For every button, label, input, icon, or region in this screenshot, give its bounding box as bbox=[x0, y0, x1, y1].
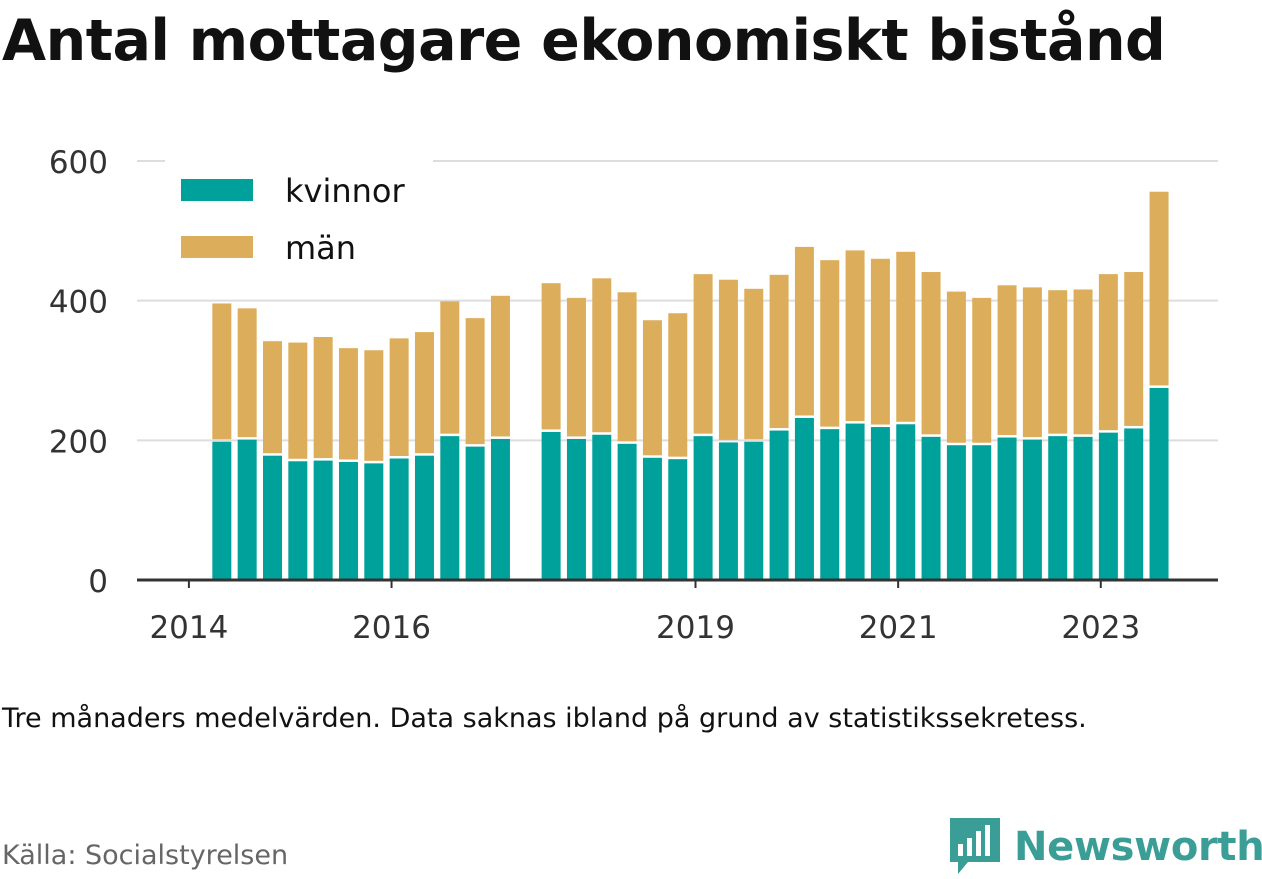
bar-man-2019-Q2 bbox=[718, 279, 738, 440]
bar-kvinnor-2022-Q3 bbox=[1048, 436, 1068, 580]
legend-swatch-man bbox=[181, 236, 253, 258]
bar-man-2019-Q3 bbox=[744, 288, 764, 440]
bar-kvinnor-2018-Q3 bbox=[642, 457, 662, 580]
bar-kvinnor-2016-Q4 bbox=[465, 446, 485, 580]
bar-man-2018-Q2 bbox=[617, 292, 637, 442]
bar-man-2020-Q2 bbox=[820, 260, 840, 427]
bar-man-2014-Q4 bbox=[262, 341, 282, 454]
bar-man-2020-Q1 bbox=[794, 246, 814, 416]
chart-note: Tre månaders medelvärden. Data saknas ib… bbox=[2, 703, 1087, 734]
bar-man-2014-Q2 bbox=[212, 303, 232, 440]
legend-swatch-kvinnor bbox=[181, 179, 253, 201]
legend-label-kvinnor: kvinnor bbox=[285, 172, 406, 210]
bar-kvinnor-2015-Q1 bbox=[288, 461, 308, 580]
bar-kvinnor-2019-Q4 bbox=[769, 430, 789, 580]
bar-man-2017-Q1 bbox=[490, 295, 510, 437]
legend-label-man: män bbox=[285, 229, 356, 267]
bar-kvinnor-2023-Q2 bbox=[1124, 428, 1144, 580]
bar-man-2022-Q4 bbox=[1073, 289, 1093, 435]
bar-kvinnor-2023-Q1 bbox=[1098, 432, 1118, 580]
bar-man-2015-Q4 bbox=[364, 350, 384, 461]
bar-man-2021-Q1 bbox=[896, 251, 916, 422]
bar-man-2016-Q2 bbox=[414, 332, 434, 454]
bar-man-2017-Q4 bbox=[566, 297, 586, 437]
bar-kvinnor-2020-Q4 bbox=[870, 427, 890, 580]
bar-man-2022-Q3 bbox=[1048, 290, 1068, 434]
x-tick-label-2016: 2016 bbox=[352, 610, 431, 646]
bar-kvinnor-2022-Q2 bbox=[1022, 439, 1042, 580]
y-tick-label-600: 600 bbox=[49, 145, 108, 181]
bar-man-2022-Q2 bbox=[1022, 287, 1042, 438]
bar-man-2020-Q4 bbox=[870, 258, 890, 425]
bar-man-2023-Q1 bbox=[1098, 274, 1118, 431]
bar-man-2023-Q3 bbox=[1149, 191, 1169, 386]
bar-kvinnor-2021-Q3 bbox=[946, 445, 966, 580]
bar-kvinnor-2021-Q4 bbox=[972, 445, 992, 580]
bar-man-2020-Q3 bbox=[845, 250, 865, 422]
x-tick-label-2019: 2019 bbox=[656, 610, 735, 646]
bar-kvinnor-2019-Q2 bbox=[718, 442, 738, 580]
bar-man-2015-Q3 bbox=[338, 348, 358, 460]
bar-kvinnor-2017-Q3 bbox=[541, 431, 561, 580]
bar-kvinnor-2019-Q1 bbox=[693, 436, 713, 580]
bar-man-2016-Q1 bbox=[389, 338, 409, 456]
y-tick-label-200: 200 bbox=[49, 424, 108, 460]
x-tick-label-2023: 2023 bbox=[1061, 610, 1140, 646]
bar-kvinnor-2020-Q2 bbox=[820, 429, 840, 580]
stacked-bar-chart: 0 200 400 600 2014 2016 2019 2021 2023 kvinnor m… bbox=[49, 145, 1218, 646]
bar-man-2021-Q2 bbox=[921, 272, 941, 435]
bar-kvinnor-2021-Q1 bbox=[896, 424, 916, 580]
bars bbox=[212, 191, 1169, 580]
bar-kvinnor-2016-Q2 bbox=[414, 455, 434, 580]
y-tick-label-0: 0 bbox=[88, 564, 108, 600]
bar-kvinnor-2020-Q1 bbox=[794, 417, 814, 580]
bar-man-2018-Q4 bbox=[668, 313, 688, 457]
bar-kvinnor-2022-Q1 bbox=[997, 437, 1017, 580]
bar-kvinnor-2014-Q2 bbox=[212, 441, 232, 580]
bar-man-2018-Q3 bbox=[642, 320, 662, 456]
bar-kvinnor-2020-Q3 bbox=[845, 423, 865, 580]
bar-man-2014-Q3 bbox=[237, 308, 257, 438]
bar-kvinnor-2017-Q4 bbox=[566, 438, 586, 580]
bar-man-2016-Q4 bbox=[465, 318, 485, 445]
bar-man-2021-Q4 bbox=[972, 297, 992, 443]
bar-kvinnor-2021-Q2 bbox=[921, 436, 941, 580]
bar-kvinnor-2018-Q4 bbox=[668, 459, 688, 580]
bar-kvinnor-2014-Q3 bbox=[237, 439, 257, 580]
source-label: Källa: Socialstyrelsen bbox=[2, 840, 289, 871]
brand-name: Newsworthy bbox=[1014, 824, 1262, 870]
bar-man-2015-Q2 bbox=[313, 336, 333, 459]
bar-kvinnor-2016-Q3 bbox=[440, 436, 460, 580]
legend: kvinnor män bbox=[165, 160, 433, 280]
bar-kvinnor-2016-Q1 bbox=[389, 458, 409, 580]
y-tick-label-400: 400 bbox=[49, 285, 108, 321]
bar-kvinnor-2022-Q4 bbox=[1073, 436, 1093, 580]
bar-man-2019-Q1 bbox=[693, 274, 713, 434]
bar-kvinnor-2015-Q2 bbox=[313, 460, 333, 580]
bar-man-2019-Q4 bbox=[769, 274, 789, 429]
brand-logo: Newsworthy bbox=[950, 818, 1262, 876]
bar-man-2021-Q3 bbox=[946, 291, 966, 443]
x-tick-label-2021: 2021 bbox=[859, 610, 938, 646]
bar-kvinnor-2018-Q2 bbox=[617, 443, 637, 580]
bar-man-2022-Q1 bbox=[997, 285, 1017, 436]
bar-man-2018-Q1 bbox=[592, 278, 612, 433]
bar-man-2017-Q3 bbox=[541, 283, 561, 430]
bar-man-2015-Q1 bbox=[288, 342, 308, 459]
bar-kvinnor-2014-Q4 bbox=[262, 455, 282, 580]
bar-kvinnor-2017-Q1 bbox=[490, 438, 510, 580]
bar-kvinnor-2015-Q4 bbox=[364, 463, 384, 580]
bar-kvinnor-2018-Q1 bbox=[592, 434, 612, 580]
x-tick-label-2014: 2014 bbox=[149, 610, 228, 646]
bar-man-2016-Q3 bbox=[440, 301, 460, 434]
bar-man-2023-Q2 bbox=[1124, 272, 1144, 426]
newsworthy-logo-icon bbox=[950, 818, 1000, 874]
bar-kvinnor-2015-Q3 bbox=[338, 461, 358, 580]
bar-kvinnor-2023-Q3 bbox=[1149, 387, 1169, 580]
chart-title: Antal mottagare ekonomiskt bistånd bbox=[2, 8, 1166, 74]
axes: 0 200 400 600 2014 2016 2019 2021 2023 bbox=[49, 145, 1218, 646]
bar-kvinnor-2019-Q3 bbox=[744, 441, 764, 580]
